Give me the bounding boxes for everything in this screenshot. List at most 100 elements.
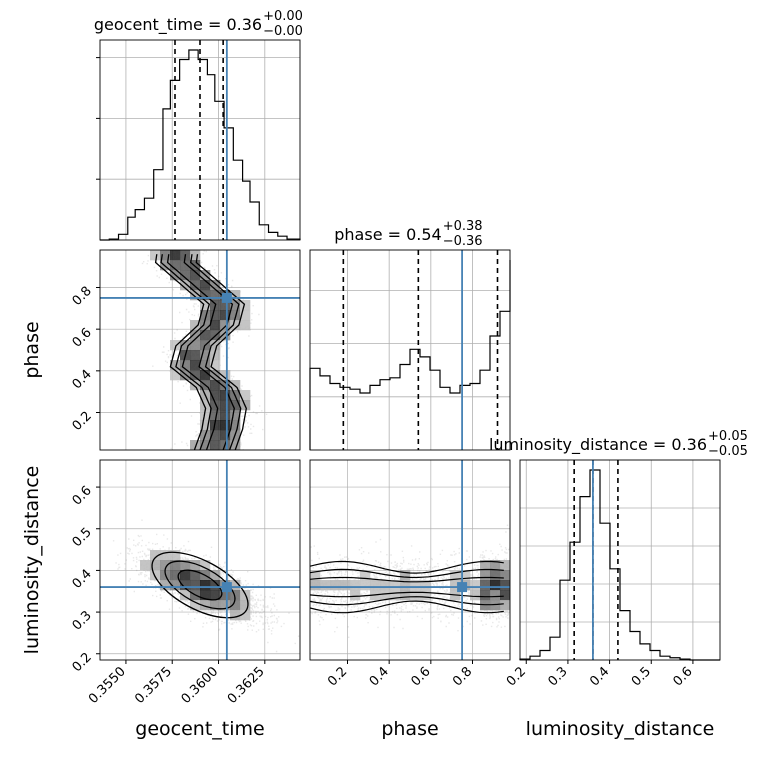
luminosity_distance-ytick-label-2: 0.4 xyxy=(70,567,95,592)
luminosity_distance-hist-frame xyxy=(519,459,721,661)
geocent-distance-density-cell xyxy=(200,600,211,611)
geocent-phase-density-cell xyxy=(200,320,211,331)
geocent-distance-density-cell xyxy=(200,580,211,591)
geocent-distance-truth-marker xyxy=(221,582,232,593)
geocent-phase-density-cell xyxy=(200,440,211,450)
geocent-distance-density-cell xyxy=(180,590,191,601)
phase-xtick-label-1: 0.4 xyxy=(367,664,392,689)
phase-histogram-step xyxy=(309,260,511,450)
geocent-phase-frame xyxy=(99,249,301,451)
geocent-phase-density-cell xyxy=(150,250,161,261)
luminosity_distance-ytick-label-0: 0.2 xyxy=(70,650,95,675)
phase-distance-contour-2 xyxy=(310,600,504,614)
phase-distance-density-cell xyxy=(400,570,411,581)
phase-distance-density-cell xyxy=(400,580,411,591)
phase-ytick-label-1: 0.4 xyxy=(70,367,95,392)
phase-distance-density-cell xyxy=(310,580,321,591)
phase-distance-density-cell xyxy=(330,580,341,591)
phase-title: phase = 0.54 xyxy=(334,225,441,244)
geocent_time-xtick-label-1: 0.3575 xyxy=(132,664,175,707)
geocent-phase-density-cell xyxy=(230,410,241,421)
luminosity_distance-xtick-label-0: 0.2 xyxy=(504,664,529,689)
luminosity_distance-xaxis-label: luminosity_distance xyxy=(526,718,715,740)
geocent-distance-density-cell xyxy=(210,580,221,591)
luminosity_distance-xtick-label-3: 0.5 xyxy=(629,664,654,689)
geocent_time-xtick-label-0: 0.3550 xyxy=(86,664,129,707)
geocent-distance-density-cell xyxy=(170,550,181,561)
phase-distance-density-cell xyxy=(490,580,501,591)
geocent-phase-density-cell xyxy=(180,370,191,381)
geocent-phase-density-cell xyxy=(170,360,181,371)
phase-title-plus: +0.38 xyxy=(443,219,483,234)
luminosity_distance-xtick-label-2: 0.4 xyxy=(587,664,612,689)
geocent-phase-density-cell xyxy=(220,300,231,311)
phase-distance-density-cell xyxy=(310,570,321,581)
geocent_time-title-minus: −0.00 xyxy=(263,24,303,39)
geocent-phase-density-cell xyxy=(190,440,201,450)
geocent-distance-density-cell xyxy=(240,600,251,611)
geocent-phase-density-cell xyxy=(210,280,221,291)
geocent-distance-density-cell xyxy=(150,550,161,561)
phase-distance-contour-0 xyxy=(310,576,504,583)
phase-ytick-label-2: 0.6 xyxy=(70,325,95,350)
phase-distance-density-cell xyxy=(480,560,491,571)
phase-distance-density-cell xyxy=(390,580,401,591)
luminosity_distance-ytick-label-3: 0.5 xyxy=(70,525,95,550)
geocent-distance-density-cell xyxy=(230,580,241,591)
phase-distance-density-cell xyxy=(400,590,411,601)
luminosity_distance-ytick-label-1: 0.3 xyxy=(70,608,95,633)
geocent-distance-density-cell xyxy=(150,570,161,581)
phase-distance-density-cell xyxy=(490,560,501,571)
geocent-distance-contour-0 xyxy=(177,569,223,601)
luminosity_distance-yaxis-label: luminosity_distance xyxy=(21,466,43,655)
phase-yaxis-label: phase xyxy=(21,321,43,378)
geocent-phase-density-cell xyxy=(200,400,211,411)
geocent-phase-contour-2 xyxy=(154,254,207,450)
geocent-distance-density-cell xyxy=(180,570,191,581)
geocent-distance-density-cell xyxy=(220,600,231,611)
geocent-phase-density-cell xyxy=(190,340,201,351)
geocent-phase-density-cell xyxy=(210,410,221,421)
geocent-phase-density-cell xyxy=(210,350,221,361)
geocent-distance-density-cell xyxy=(150,560,161,571)
geocent-distance-density-cell xyxy=(230,610,241,621)
geocent-phase-contour-1 xyxy=(189,254,242,450)
geocent-phase-density-cell xyxy=(170,250,181,261)
geocent-phase-density-cell xyxy=(190,320,201,331)
phase-distance-density-cell xyxy=(450,580,461,591)
geocent-phase-density-cell xyxy=(190,350,201,361)
geocent-distance-density-cell xyxy=(230,590,241,601)
geocent-phase-density-cell xyxy=(180,340,191,351)
geocent-distance-density-cell xyxy=(200,560,211,571)
phase-distance-density-cell xyxy=(490,570,501,581)
luminosity_distance-histogram-step xyxy=(519,469,720,661)
geocent-phase-density-cell xyxy=(180,360,191,371)
phase-distance-panel-group xyxy=(310,460,510,660)
geocent-phase-density-cell xyxy=(180,260,191,271)
phase-ytick-label-3: 0.8 xyxy=(70,284,95,309)
geocent-phase-contour-1 xyxy=(160,254,212,450)
phase-distance-density-cell xyxy=(380,590,391,601)
geocent_time-title: geocent_time = 0.36 xyxy=(94,15,262,35)
geocent-phase-density-cell xyxy=(230,320,241,331)
geocent-phase-density-cell xyxy=(210,430,221,441)
phase-distance-density-cell xyxy=(490,600,501,611)
phase-distance-density-cell xyxy=(410,590,421,601)
geocent-distance-density-cell xyxy=(170,560,181,571)
phase-distance-density-cell xyxy=(360,570,371,581)
geocent-phase-density-cell xyxy=(190,370,201,381)
geocent-distance-density-cell xyxy=(180,560,191,571)
phase-xtick-label-0: 0.2 xyxy=(325,664,350,689)
geocent-distance-density-cell xyxy=(190,560,201,571)
geocent-phase-density-cell xyxy=(190,380,201,391)
phase-distance-density-cell xyxy=(390,590,401,601)
geocent-phase-density-cell xyxy=(190,290,201,301)
geocent-phase-density-cell xyxy=(170,260,181,271)
geocent-phase-density-cell xyxy=(240,390,251,401)
geocent_time-xtick-label-2: 0.3600 xyxy=(179,664,222,707)
phase-distance-contour-2 xyxy=(310,560,504,574)
phase-distance-density-cell xyxy=(450,570,461,581)
geocent-phase-density-cell xyxy=(230,440,241,450)
geocent-phase-density-cell xyxy=(240,320,251,331)
